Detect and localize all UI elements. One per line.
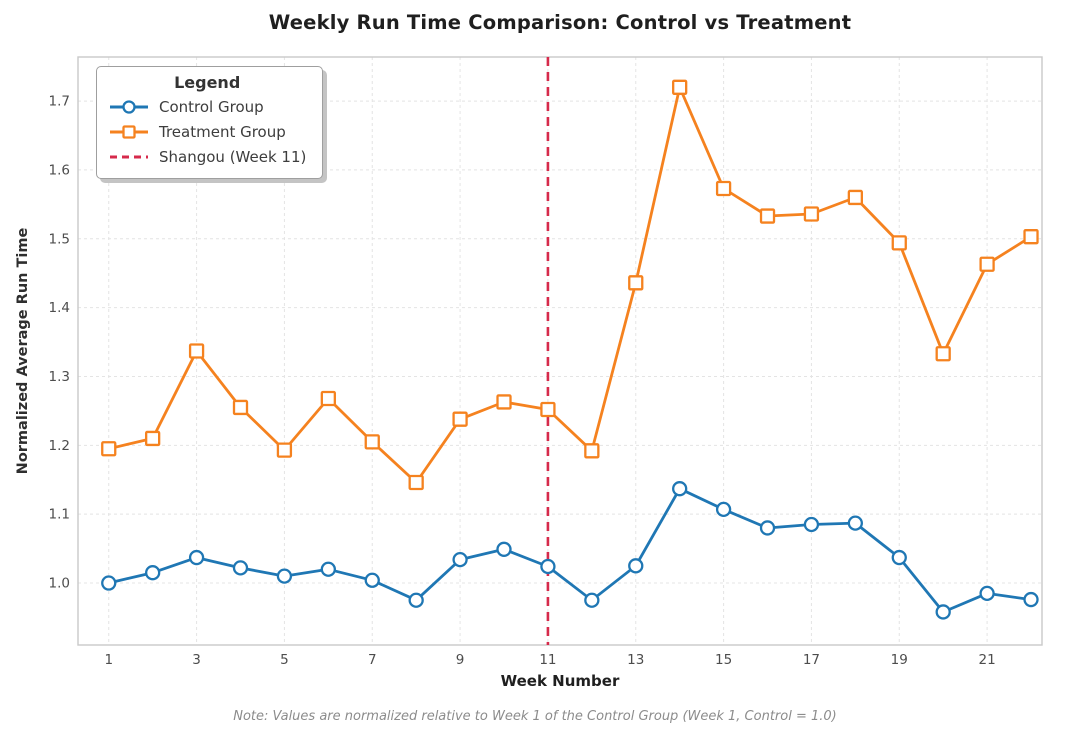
chart-title: Weekly Run Time Comparison: Control vs T… <box>268 11 852 34</box>
control-group-marker <box>188 549 205 566</box>
x-tick-label: 7 <box>368 652 377 668</box>
control-group-marker <box>408 592 424 608</box>
y-tick-label: 1.5 <box>49 231 70 247</box>
legend-item-label: Treatment Group <box>159 122 286 141</box>
x-tick-label: 15 <box>715 652 732 668</box>
treatment-group-marker <box>759 208 776 224</box>
control-group-marker <box>628 558 644 574</box>
footnote: Note: Values are normalized relative to … <box>233 709 837 724</box>
legend-box: Legend Control Group Treatment Group Shang… <box>96 66 324 179</box>
treatment-group-marker <box>101 441 117 457</box>
control-group-marker <box>540 558 556 575</box>
treatment-group-marker <box>496 394 512 410</box>
treatment-group-marker <box>408 474 424 491</box>
treatment-group-marker <box>364 434 380 450</box>
treatment-group-marker <box>584 443 600 459</box>
control-group-marker <box>1023 591 1039 608</box>
control-group-marker <box>803 516 820 533</box>
legend-item-label: Control Group <box>159 97 264 116</box>
x-tick-label: 21 <box>979 652 996 668</box>
treatment-group-marker <box>540 401 556 418</box>
control-group-marker <box>672 481 688 497</box>
control-group-marker <box>715 501 732 518</box>
treatment-group-marker <box>891 235 907 251</box>
legend-item: Control Group <box>108 94 306 119</box>
y-tick-label: 1.6 <box>49 162 70 178</box>
y-tick-label: 1.4 <box>49 300 70 316</box>
control-group-marker <box>891 549 907 566</box>
control-group-marker <box>935 604 951 620</box>
y-tick-label: 1.1 <box>49 507 70 523</box>
treatment-group-marker <box>979 256 995 272</box>
control-group-marker <box>276 568 293 584</box>
treatment-group-marker <box>232 399 249 416</box>
control-group-line <box>107 487 1033 614</box>
axes-frame <box>77 56 1043 646</box>
control-group-marker <box>759 520 776 536</box>
x-tick-label: 1 <box>104 652 113 668</box>
x-tick-label: 13 <box>627 652 644 668</box>
x-tick-label: 19 <box>891 652 908 668</box>
treatment-group-marker <box>188 343 205 359</box>
x-tick-label: 5 <box>280 652 289 668</box>
legend-items: Control Group Treatment Group Shangou (Wee… <box>108 94 306 169</box>
treatment-group-marker <box>145 430 161 447</box>
control-group-marker <box>979 585 995 602</box>
x-tick-label: 17 <box>803 652 820 668</box>
y-tick-label: 1.7 <box>49 94 70 110</box>
x-tick-label: 9 <box>456 652 465 668</box>
treatment-group-marker <box>276 442 293 458</box>
legend-item: Shangou (Week 11) <box>108 144 306 169</box>
treatment-group-marker <box>1023 229 1039 245</box>
control-group-marker <box>584 592 600 608</box>
treatment-group-marker <box>628 275 644 291</box>
x-tick-label: 3 <box>192 652 201 668</box>
treatment-group-line <box>107 85 1033 484</box>
control-group-marker <box>847 515 863 531</box>
treatment-group-marker <box>935 346 951 362</box>
control-group-marker <box>364 572 380 588</box>
y-tick-label: 1.2 <box>49 438 70 454</box>
line-circle-icon <box>110 99 148 114</box>
treatment-group-marker <box>452 411 468 427</box>
y-tick-label: 1.0 <box>49 576 70 592</box>
treatment-group-marker <box>320 390 336 407</box>
control-group-marker <box>496 541 512 557</box>
treatment-group-marker <box>672 79 688 95</box>
control-group-marker <box>232 560 249 576</box>
treatment-group-marker <box>847 189 863 206</box>
x-tick-label: 11 <box>539 652 556 668</box>
x-axis-label: Week Number <box>500 672 620 690</box>
control-group-marker <box>452 551 468 568</box>
control-group-marker <box>101 575 117 591</box>
treatment-group-marker <box>803 206 820 222</box>
line-square-icon <box>110 124 148 139</box>
dashed-line-icon <box>110 155 148 158</box>
legend-title: Legend <box>174 73 241 92</box>
treatment-group-marker <box>715 180 732 197</box>
control-group-marker <box>145 565 161 581</box>
legend-item-label: Shangou (Week 11) <box>159 147 307 166</box>
y-tick-label: 1.3 <box>49 369 70 385</box>
legend-item: Treatment Group <box>108 119 306 144</box>
control-group-marker <box>320 561 336 577</box>
